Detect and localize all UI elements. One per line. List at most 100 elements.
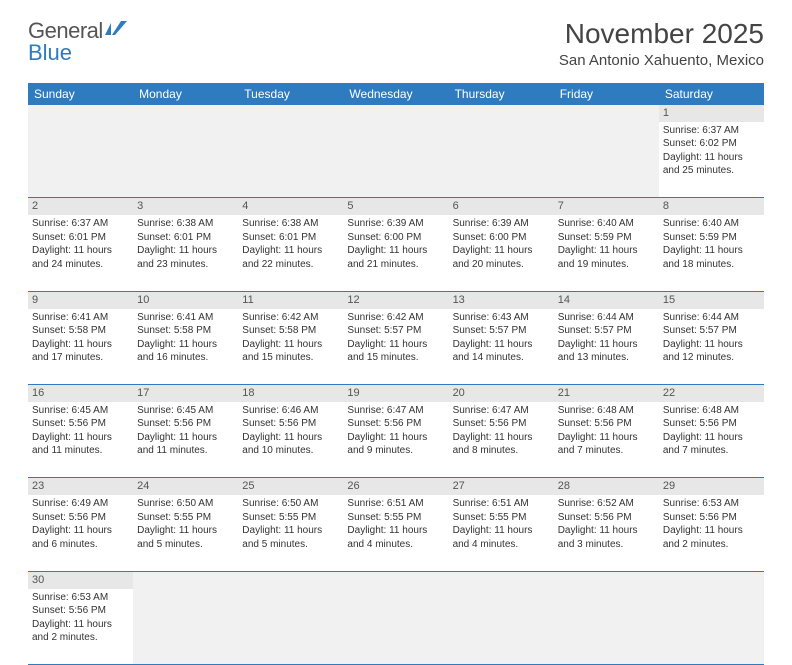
day-cell: Sunrise: 6:53 AMSunset: 5:56 PMDaylight:… [659, 495, 764, 571]
sunrise-text: Sunrise: 6:50 AM [242, 497, 339, 511]
day-cell: Sunrise: 6:40 AMSunset: 5:59 PMDaylight:… [659, 215, 764, 291]
sunset-text: Sunset: 6:00 PM [453, 231, 550, 245]
day-number-cell: 20 [449, 385, 554, 402]
sunrise-text: Sunrise: 6:48 AM [558, 404, 655, 418]
weekday-header: Thursday [449, 83, 554, 105]
sunset-text: Sunset: 5:57 PM [347, 324, 444, 338]
day-number-cell: 1 [659, 105, 764, 122]
day-cell: Sunrise: 6:39 AMSunset: 6:00 PMDaylight:… [449, 215, 554, 291]
day-cell: Sunrise: 6:46 AMSunset: 5:56 PMDaylight:… [238, 402, 343, 478]
daylight-text: Daylight: 11 hours [558, 338, 655, 352]
sunset-text: Sunset: 5:57 PM [453, 324, 550, 338]
sunset-text: Sunset: 5:59 PM [663, 231, 760, 245]
daylight-text: and 3 minutes. [558, 538, 655, 552]
day-cell: Sunrise: 6:38 AMSunset: 6:01 PMDaylight:… [133, 215, 238, 291]
day-number-cell [133, 571, 238, 588]
day-number-cell: 27 [449, 478, 554, 495]
day-number-cell: 19 [343, 385, 448, 402]
daylight-text: Daylight: 11 hours [242, 431, 339, 445]
day-number-cell: 23 [28, 478, 133, 495]
day-number-cell: 25 [238, 478, 343, 495]
sunset-text: Sunset: 6:01 PM [242, 231, 339, 245]
day-cell [238, 589, 343, 665]
daylight-text: Daylight: 11 hours [453, 431, 550, 445]
location-subtitle: San Antonio Xahuento, Mexico [559, 52, 764, 69]
day-number-cell: 11 [238, 291, 343, 308]
day-cell: Sunrise: 6:50 AMSunset: 5:55 PMDaylight:… [238, 495, 343, 571]
sunrise-text: Sunrise: 6:41 AM [137, 311, 234, 325]
day-number-cell [133, 105, 238, 122]
sunrise-text: Sunrise: 6:37 AM [663, 124, 760, 138]
sunrise-text: Sunrise: 6:42 AM [242, 311, 339, 325]
sunset-text: Sunset: 5:56 PM [453, 417, 550, 431]
day-number-cell: 8 [659, 198, 764, 215]
calendar-head: SundayMondayTuesdayWednesdayThursdayFrid… [28, 83, 764, 105]
day-number-cell: 15 [659, 291, 764, 308]
daylight-text: and 16 minutes. [137, 351, 234, 365]
day-number-cell: 7 [554, 198, 659, 215]
sunrise-text: Sunrise: 6:39 AM [347, 217, 444, 231]
day-number-cell: 17 [133, 385, 238, 402]
sunset-text: Sunset: 5:56 PM [663, 511, 760, 525]
title-block: November 2025 San Antonio Xahuento, Mexi… [559, 18, 764, 69]
sunset-text: Sunset: 5:56 PM [663, 417, 760, 431]
daylight-text: and 7 minutes. [558, 444, 655, 458]
day-cell: Sunrise: 6:39 AMSunset: 6:00 PMDaylight:… [343, 215, 448, 291]
daylight-text: and 21 minutes. [347, 258, 444, 272]
day-cell: Sunrise: 6:50 AMSunset: 5:55 PMDaylight:… [133, 495, 238, 571]
sunrise-text: Sunrise: 6:40 AM [558, 217, 655, 231]
daylight-text: Daylight: 11 hours [347, 338, 444, 352]
daylight-text: Daylight: 11 hours [137, 338, 234, 352]
day-cell: Sunrise: 6:48 AMSunset: 5:56 PMDaylight:… [659, 402, 764, 478]
daylight-text: and 10 minutes. [242, 444, 339, 458]
daylight-text: and 25 minutes. [663, 164, 760, 178]
sunset-text: Sunset: 5:56 PM [32, 417, 129, 431]
sunrise-text: Sunrise: 6:53 AM [32, 591, 129, 605]
sunrise-text: Sunrise: 6:53 AM [663, 497, 760, 511]
day-number-cell: 13 [449, 291, 554, 308]
logo-text-blue: Blue [28, 40, 72, 66]
daylight-text: and 2 minutes. [32, 631, 129, 645]
sunrise-text: Sunrise: 6:47 AM [453, 404, 550, 418]
sunset-text: Sunset: 5:56 PM [32, 511, 129, 525]
day-cell: Sunrise: 6:45 AMSunset: 5:56 PMDaylight:… [28, 402, 133, 478]
day-cell [238, 122, 343, 198]
sunrise-text: Sunrise: 6:45 AM [137, 404, 234, 418]
page-header: General November 2025 San Antonio Xahuen… [0, 0, 792, 77]
sunrise-text: Sunrise: 6:49 AM [32, 497, 129, 511]
sunrise-text: Sunrise: 6:44 AM [663, 311, 760, 325]
day-cell: Sunrise: 6:40 AMSunset: 5:59 PMDaylight:… [554, 215, 659, 291]
day-cell: Sunrise: 6:42 AMSunset: 5:57 PMDaylight:… [343, 309, 448, 385]
day-cell: Sunrise: 6:49 AMSunset: 5:56 PMDaylight:… [28, 495, 133, 571]
daylight-text: and 20 minutes. [453, 258, 550, 272]
sunrise-text: Sunrise: 6:45 AM [32, 404, 129, 418]
daylight-text: and 15 minutes. [347, 351, 444, 365]
day-number-cell [659, 571, 764, 588]
sunrise-text: Sunrise: 6:50 AM [137, 497, 234, 511]
sunset-text: Sunset: 5:56 PM [242, 417, 339, 431]
day-cell: Sunrise: 6:42 AMSunset: 5:58 PMDaylight:… [238, 309, 343, 385]
daylight-text: Daylight: 11 hours [558, 524, 655, 538]
daylight-text: and 15 minutes. [242, 351, 339, 365]
weekday-header: Saturday [659, 83, 764, 105]
daylight-text: and 19 minutes. [558, 258, 655, 272]
day-number-cell [554, 571, 659, 588]
day-number-cell: 6 [449, 198, 554, 215]
day-cell: Sunrise: 6:52 AMSunset: 5:56 PMDaylight:… [554, 495, 659, 571]
day-number-cell: 10 [133, 291, 238, 308]
daylight-text: and 11 minutes. [32, 444, 129, 458]
sunrise-text: Sunrise: 6:39 AM [453, 217, 550, 231]
sunset-text: Sunset: 6:00 PM [347, 231, 444, 245]
sunrise-text: Sunrise: 6:41 AM [32, 311, 129, 325]
daylight-text: Daylight: 11 hours [32, 524, 129, 538]
daylight-text: and 12 minutes. [663, 351, 760, 365]
day-cell [133, 589, 238, 665]
weekday-header: Wednesday [343, 83, 448, 105]
day-cell [554, 589, 659, 665]
day-number-cell: 9 [28, 291, 133, 308]
day-number-cell: 26 [343, 478, 448, 495]
daylight-text: Daylight: 11 hours [347, 244, 444, 258]
sunset-text: Sunset: 6:02 PM [663, 137, 760, 151]
daylight-text: Daylight: 11 hours [137, 431, 234, 445]
daylight-text: and 18 minutes. [663, 258, 760, 272]
